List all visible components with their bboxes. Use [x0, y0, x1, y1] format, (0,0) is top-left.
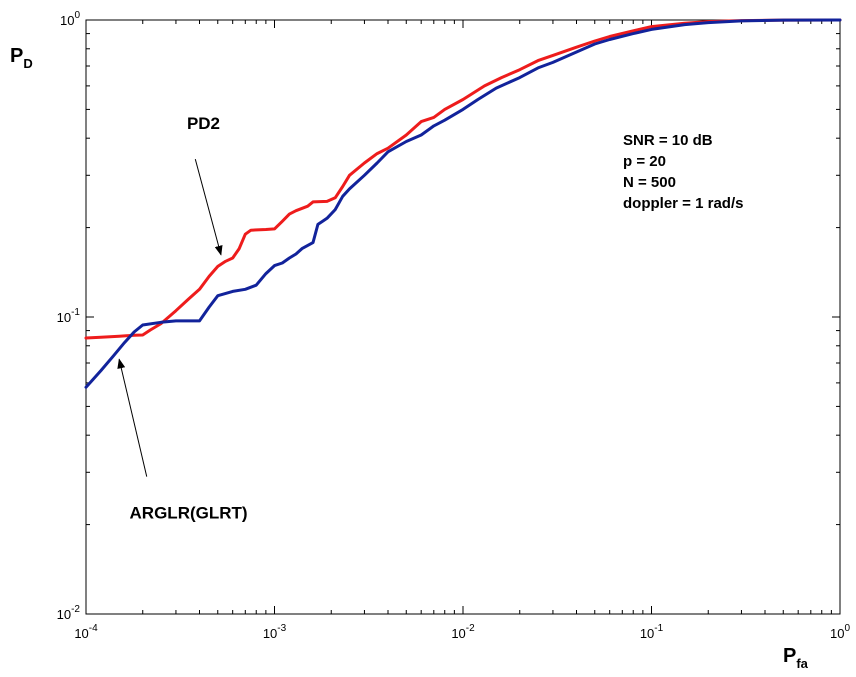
- y-tick-label: 100: [60, 10, 80, 28]
- x-axis-label-main: P: [783, 645, 796, 667]
- x-tick-label: 10-4: [74, 623, 98, 641]
- x-tick-label: 10-3: [263, 623, 287, 641]
- annotation-arglr-arrow: [117, 358, 148, 477]
- x-tick-label: 100: [830, 623, 850, 641]
- series-line-pd2: [84, 18, 842, 340]
- x-tick-label: 10-1: [640, 623, 664, 641]
- param-snr: SNR = 10 dB: [623, 132, 713, 149]
- parameter-box: SNR = 10 dB p = 20 N = 500 doppler = 1 r…: [623, 132, 743, 212]
- param-p: p = 20: [623, 153, 666, 170]
- annotation-arglr-label: ARGLR(GLRT): [130, 503, 248, 522]
- tick-marks: 10-4 10-3 10-2 10-1 100 10-2 10-1 100: [57, 10, 851, 641]
- annotation-pd2-label: PD2: [187, 114, 220, 133]
- series-group: [84, 18, 842, 389]
- plot-area: [85, 19, 841, 615]
- param-n: N = 500: [623, 174, 676, 191]
- annotations-group: PD2 ARGLR(GLRT): [117, 114, 248, 522]
- x-axis-label: Pfa: [783, 645, 809, 671]
- y-axis-label: PD: [10, 45, 33, 71]
- y-tick-label: 10-1: [57, 307, 81, 325]
- annotation-pd2-arrow: [194, 159, 223, 256]
- x-axis-label-sub: fa: [796, 656, 808, 671]
- param-doppler: doppler = 1 rad/s: [623, 195, 743, 212]
- y-axis-label-main: P: [10, 45, 23, 67]
- y-tick-label: 10-2: [57, 604, 81, 622]
- x-tick-label: 10-2: [451, 623, 475, 641]
- y-axis-label-sub: D: [23, 56, 32, 71]
- series-line-arglr: [84, 18, 842, 389]
